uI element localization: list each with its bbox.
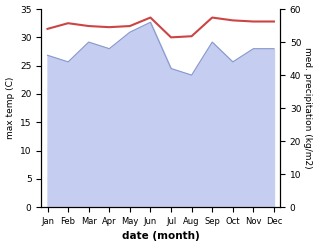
Y-axis label: max temp (C): max temp (C) (5, 77, 15, 139)
Y-axis label: med. precipitation (kg/m2): med. precipitation (kg/m2) (303, 47, 313, 169)
X-axis label: date (month): date (month) (122, 231, 200, 242)
